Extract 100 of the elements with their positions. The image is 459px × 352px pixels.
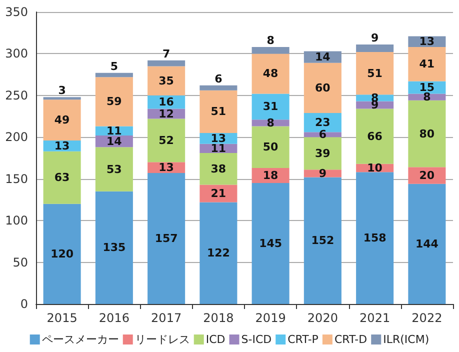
- bar: [252, 54, 290, 94]
- y-tick-label: 250: [5, 88, 28, 102]
- bar: [356, 44, 394, 52]
- bar: [252, 126, 290, 168]
- data-label: 144: [415, 237, 439, 250]
- bar: [200, 90, 238, 133]
- bar: [95, 191, 133, 304]
- bar: [408, 100, 446, 168]
- y-tick-label: 200: [5, 130, 28, 144]
- legend-label: S-ICD: [241, 333, 272, 346]
- y-tick-label: 150: [5, 172, 28, 186]
- data-label: 158: [363, 232, 386, 245]
- bar: [95, 77, 133, 126]
- bar: [43, 100, 81, 140]
- data-label: 59: [106, 95, 122, 108]
- data-label: 18: [262, 169, 278, 182]
- data-label: 145: [259, 237, 282, 250]
- data-label: 60: [315, 81, 331, 94]
- data-label: 8: [266, 116, 274, 130]
- bar: [43, 151, 81, 204]
- data-label: 14: [106, 134, 122, 148]
- bar: [148, 66, 186, 96]
- data-label: 39: [315, 146, 330, 160]
- data-label: 23: [315, 116, 330, 130]
- bar: [356, 52, 394, 95]
- bar: [200, 202, 238, 304]
- bar: [356, 108, 394, 164]
- data-label: 135: [102, 241, 126, 254]
- y-tick-label: 50: [12, 255, 28, 270]
- legend-label: リードレス: [134, 333, 190, 346]
- data-label: 9: [318, 166, 327, 180]
- data-label: 48: [262, 67, 278, 80]
- data-label: 41: [419, 58, 435, 71]
- bar: [408, 47, 446, 82]
- legend-label: ILR(ICM): [383, 333, 430, 346]
- x-tick-label: 2021: [360, 311, 390, 325]
- y-tick-label: 350: [5, 5, 28, 19]
- x-tick-label: 2020: [307, 311, 338, 325]
- data-label: 38: [210, 162, 226, 176]
- bar: [43, 97, 81, 100]
- x-tick-label: 2017: [151, 311, 182, 325]
- data-label: 80: [419, 127, 435, 140]
- data-label: 5: [110, 60, 118, 73]
- bar: [148, 60, 186, 66]
- data-label: 11: [106, 124, 122, 138]
- bar: [200, 184, 238, 202]
- x-tick-label: 2016: [98, 311, 130, 325]
- y-tick-label: 300: [5, 46, 28, 61]
- data-label: 152: [311, 234, 334, 248]
- bar: [304, 62, 342, 113]
- data-label: 13: [419, 35, 435, 48]
- data-label: 35: [158, 74, 174, 88]
- data-label: 16: [158, 96, 174, 109]
- bar: [148, 118, 186, 162]
- legend-label: CRT-P: [288, 333, 319, 346]
- data-label: 122: [206, 246, 230, 260]
- x-tick-label: 2015: [46, 311, 78, 325]
- y-tick-label: 100: [5, 214, 28, 228]
- data-label: 13: [54, 139, 70, 152]
- legend-label: ICD: [206, 333, 226, 346]
- data-label: 120: [50, 247, 74, 260]
- data-label: 3: [58, 84, 66, 98]
- data-label: 31: [262, 100, 278, 114]
- bar: [252, 47, 290, 54]
- data-label: 8: [266, 34, 274, 48]
- legend-label: ペースメーカー: [42, 333, 119, 346]
- x-tick-label: 2019: [255, 311, 286, 325]
- bar: [304, 137, 342, 170]
- data-label: 66: [367, 130, 383, 143]
- data-label: 10: [367, 162, 383, 175]
- data-label: 63: [54, 171, 70, 184]
- data-label: 14: [315, 50, 331, 64]
- data-label: 6: [214, 72, 223, 86]
- bar: [95, 147, 133, 192]
- bar: [252, 183, 290, 304]
- bar: [200, 85, 238, 90]
- bar: [356, 172, 394, 304]
- data-label: 13: [158, 161, 174, 174]
- data-label: 20: [419, 169, 435, 182]
- data-label: 157: [154, 232, 178, 246]
- data-label: 51: [367, 66, 382, 80]
- data-label: 6: [318, 128, 327, 142]
- data-label: 52: [158, 134, 174, 147]
- data-label: 49: [54, 114, 70, 127]
- data-label: 8: [423, 90, 431, 104]
- data-label: 51: [210, 105, 226, 118]
- bar: [252, 94, 290, 120]
- bar: [200, 152, 238, 185]
- bar: [148, 173, 186, 304]
- x-tick-label: 2022: [412, 311, 442, 325]
- bar: [95, 72, 133, 78]
- data-label: 50: [262, 140, 279, 154]
- legend-label: CRT-D: [334, 333, 368, 346]
- y-tick-label: 0: [20, 297, 28, 311]
- data-label: 9: [370, 32, 379, 45]
- x-tick-label: 2018: [203, 311, 234, 325]
- data-label: 53: [106, 162, 122, 176]
- data-label: 21: [210, 186, 226, 200]
- bar: [43, 204, 81, 304]
- bar: [408, 184, 446, 304]
